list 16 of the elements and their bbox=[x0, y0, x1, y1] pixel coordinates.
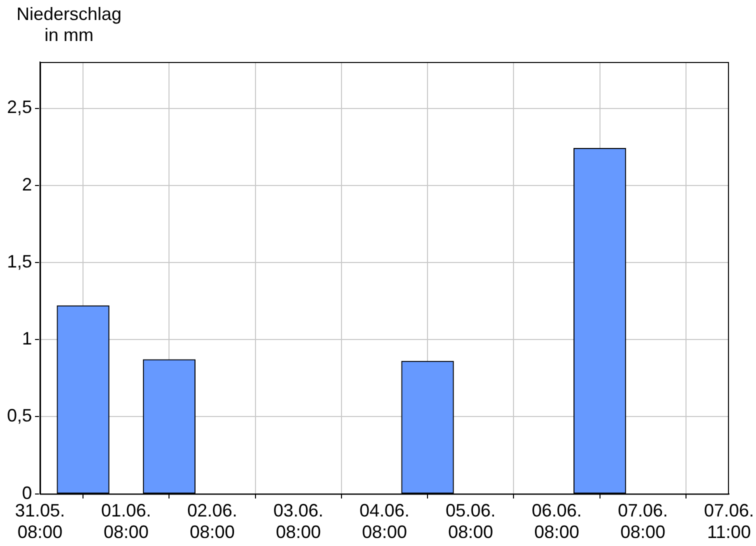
x-tick-label: 07.06. 08:00 bbox=[618, 500, 668, 542]
x-tick-label: 31.05. 08:00 bbox=[15, 500, 66, 542]
y-tick-label: 2 bbox=[22, 174, 32, 194]
y-tick-label: 0 bbox=[22, 482, 32, 503]
x-tick-label: 04.06. 08:00 bbox=[359, 500, 410, 542]
x-tick-label: 06.06. 08:00 bbox=[532, 500, 582, 542]
x-tick-label: 07.06. 11:00 bbox=[704, 500, 754, 542]
y-tick-label: 1,5 bbox=[6, 251, 32, 272]
x-tick-label: 05.06. 08:00 bbox=[446, 500, 496, 542]
x-tick-label: 02.06. 08:00 bbox=[187, 500, 238, 542]
y-tick-label: 0,5 bbox=[6, 406, 32, 426]
x-tick-label: 03.06. 08:00 bbox=[273, 500, 324, 542]
x-tick-label: 01.06. 08:00 bbox=[101, 500, 152, 542]
y-tick-label: 1 bbox=[22, 328, 32, 349]
y-tick-label: 2,5 bbox=[6, 97, 32, 118]
y-axis-title: Niederschlag in mm bbox=[15, 4, 123, 46]
